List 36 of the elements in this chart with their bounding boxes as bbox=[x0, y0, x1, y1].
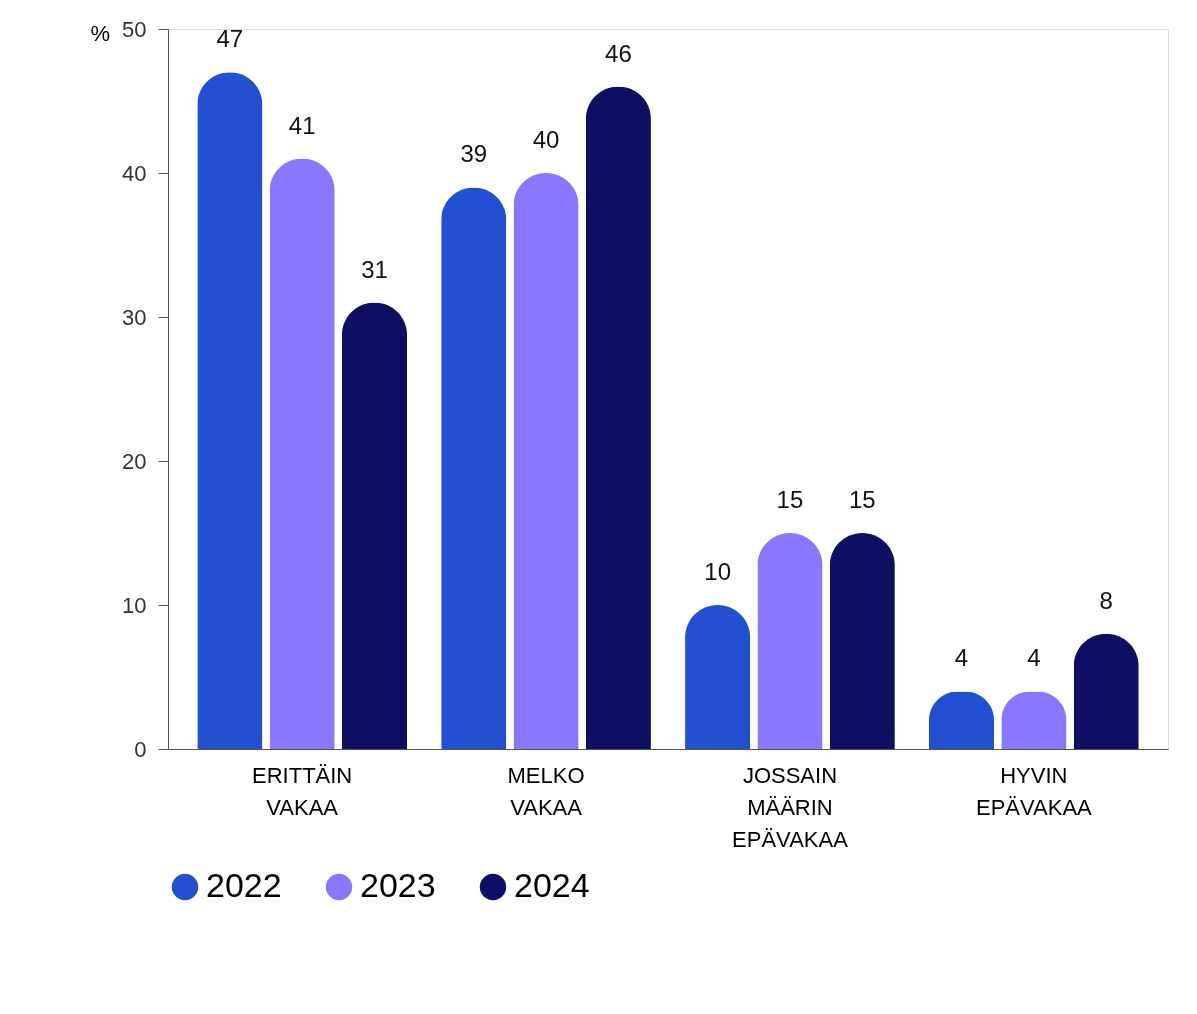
x-tick-label: MELKO VAKAA bbox=[507, 762, 585, 820]
data-label: 39 bbox=[460, 140, 488, 168]
y-tick-label: 20 bbox=[122, 448, 147, 474]
bar bbox=[341, 302, 408, 749]
bar bbox=[1073, 633, 1139, 749]
x-tick-label: HYVIN EPÄVAKAA bbox=[975, 762, 1093, 820]
y-tick-label: 40 bbox=[122, 160, 147, 186]
bar bbox=[269, 158, 335, 749]
bar bbox=[441, 187, 507, 749]
bar bbox=[197, 72, 263, 749]
data-label: 31 bbox=[361, 255, 388, 283]
y-tick-label: 30 bbox=[122, 304, 147, 330]
legend-label: 2023 bbox=[360, 866, 436, 904]
x-tick-label: ERITTÄIN VAKAA bbox=[252, 762, 353, 820]
y-tick-label: 0 bbox=[134, 736, 147, 762]
bar bbox=[685, 605, 751, 749]
y-tick-label: 50 bbox=[122, 16, 147, 42]
data-label: 15 bbox=[776, 486, 804, 513]
y-tick-label: 10 bbox=[122, 592, 147, 618]
x-tick-label: JOSSAIN MÄÄRIN EPÄVAKAA bbox=[732, 762, 849, 852]
data-label: 41 bbox=[288, 111, 316, 139]
bar bbox=[585, 86, 651, 749]
data-label: 46 bbox=[605, 39, 632, 67]
bar bbox=[513, 173, 579, 749]
y-axis-title: % bbox=[90, 20, 111, 46]
bar bbox=[757, 533, 823, 749]
data-label: 10 bbox=[704, 558, 731, 585]
bar bbox=[829, 533, 895, 749]
data-label: 47 bbox=[216, 25, 244, 53]
data-label: 8 bbox=[1099, 586, 1113, 614]
data-label: 4 bbox=[954, 644, 969, 672]
data-label: 40 bbox=[532, 126, 560, 153]
data-label: 4 bbox=[1027, 644, 1041, 672]
legend-label: 2022 bbox=[206, 866, 282, 904]
data-label: 15 bbox=[848, 486, 876, 513]
legend-label: 2024 bbox=[514, 866, 590, 904]
